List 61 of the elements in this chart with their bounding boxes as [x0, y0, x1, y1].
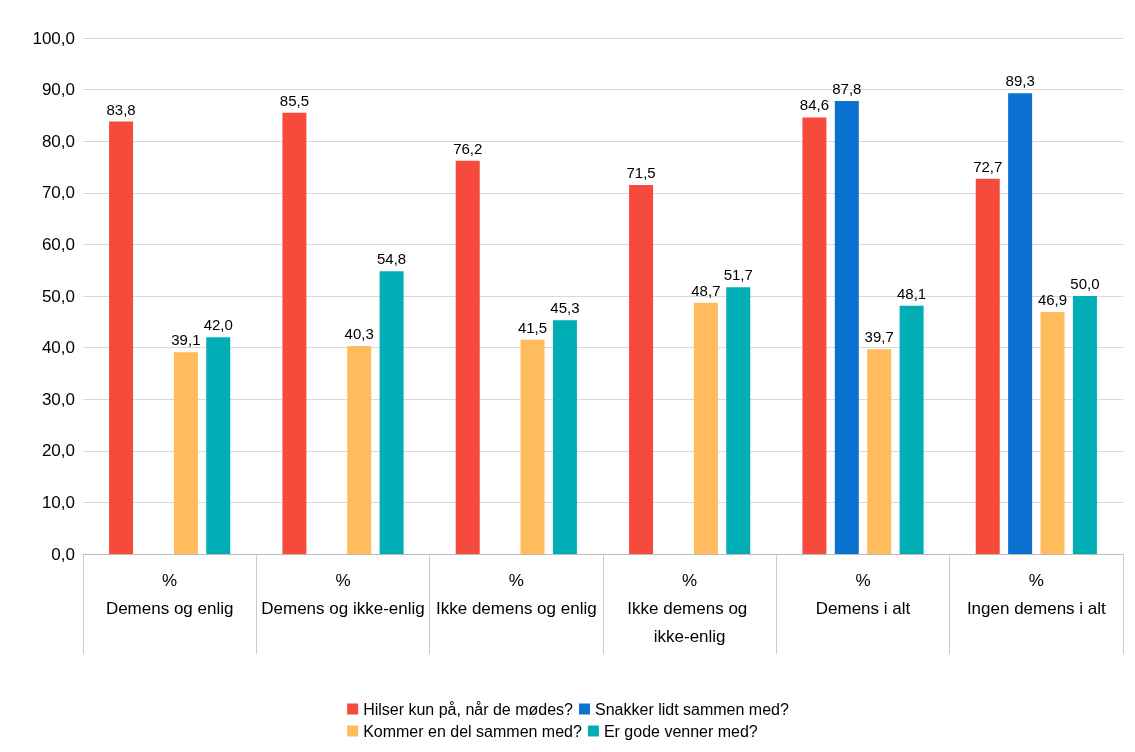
data-label: 48,1	[897, 284, 927, 302]
legend-label: Hilser kun på, når de mødes?	[363, 700, 574, 718]
bar	[693, 302, 718, 554]
bar	[867, 349, 892, 554]
data-label: 83,8	[106, 100, 136, 118]
y-tick-label: 60,0	[41, 234, 75, 254]
data-label: 51,7	[723, 266, 753, 284]
y-tick-label: 100,0	[32, 28, 75, 48]
bar	[206, 337, 231, 554]
x-tick-label: % Ikke demens og enlig	[436, 570, 597, 618]
y-tick-label: 20,0	[41, 441, 75, 461]
data-label: 76,2	[453, 139, 483, 157]
data-label: 39,1	[171, 331, 201, 349]
bar	[379, 271, 404, 554]
x-tick-label: % Ikke demens og ikke-enlig	[627, 570, 753, 646]
data-label: 87,8	[832, 79, 862, 97]
data-label: 42,0	[203, 316, 233, 334]
data-label: 54,8	[377, 250, 407, 268]
bar	[552, 320, 577, 554]
data-label: 85,5	[279, 91, 309, 109]
bar	[520, 339, 545, 554]
y-tick-label: 30,0	[41, 389, 75, 409]
bar	[347, 346, 372, 554]
bar	[899, 305, 924, 554]
data-label: 71,5	[626, 164, 656, 182]
data-label: 48,7	[691, 281, 721, 299]
data-label: 84,6	[799, 96, 829, 114]
x-tick-label: % Demens og ikke-enlig	[261, 570, 425, 618]
data-label: 45,3	[550, 299, 580, 317]
bar	[282, 112, 307, 554]
x-tick-label: % Ingen demens i alt	[966, 570, 1107, 618]
y-tick-label: 90,0	[41, 80, 75, 100]
data-label: 46,9	[1037, 291, 1068, 308]
data-label: 50,0	[1070, 275, 1100, 292]
bar	[834, 100, 859, 554]
bar	[109, 121, 134, 554]
bar	[455, 160, 480, 554]
bar	[1008, 93, 1033, 554]
bar	[975, 178, 1000, 554]
data-label: 72,7	[973, 157, 1003, 175]
legend-label: Snakker lidt sammen med?	[595, 700, 789, 718]
bar	[802, 117, 827, 554]
y-tick-label: 50,0	[41, 286, 75, 306]
bar	[629, 185, 654, 554]
y-tick-label: 10,0	[41, 492, 75, 512]
y-tick-label: 80,0	[41, 131, 75, 151]
bar	[173, 352, 198, 554]
data-label: 41,5	[517, 318, 548, 336]
data-label: 39,7	[864, 328, 894, 346]
y-tick-label: 0,0	[51, 544, 75, 564]
data-label: 89,3	[1005, 72, 1035, 90]
data-label: 40,3	[344, 325, 374, 343]
bar	[1040, 312, 1065, 554]
x-tick-label: % Demens og enlig	[105, 570, 234, 618]
y-tick-label: 40,0	[41, 338, 75, 358]
bar	[1072, 296, 1097, 554]
legend-label: Er gode venner med?	[603, 722, 758, 740]
legend-label: Kommer en del sammen med?	[363, 722, 582, 740]
bar	[726, 287, 751, 554]
x-tick-label: % Demens i alt	[815, 570, 911, 618]
y-tick-label: 70,0	[41, 183, 75, 203]
